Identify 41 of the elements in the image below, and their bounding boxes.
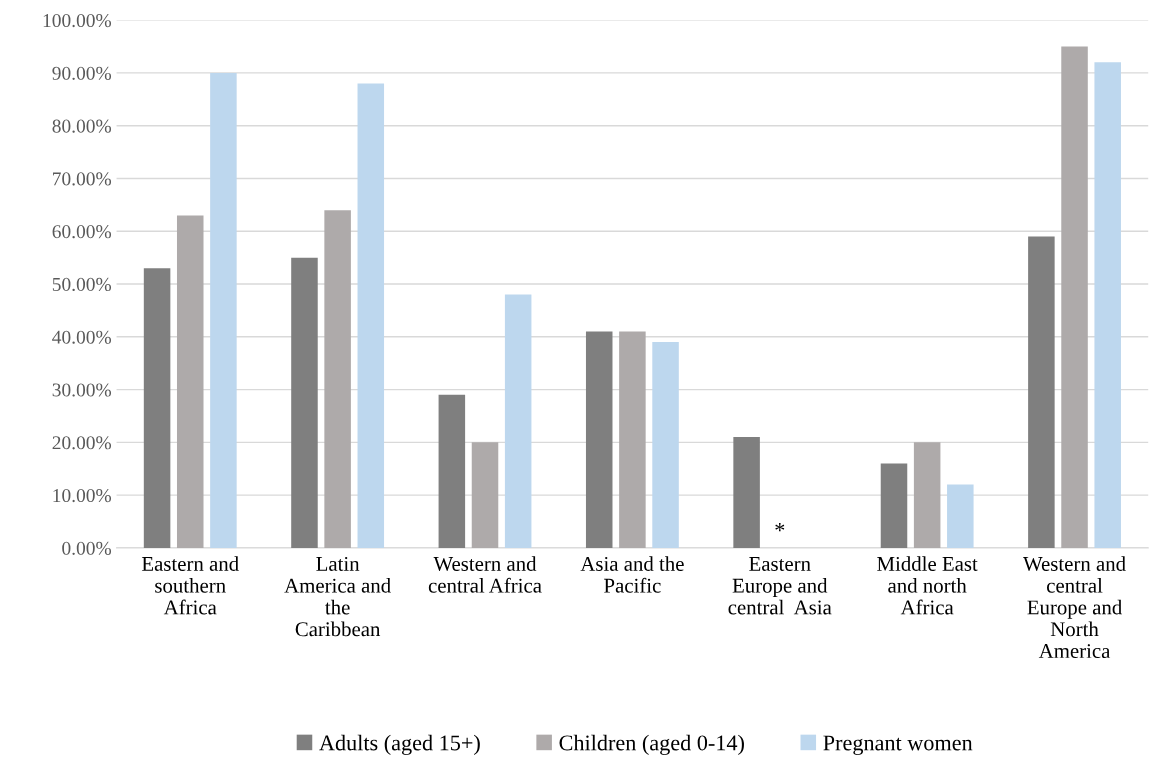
- x-tick-label: Western and central Europe and North America: [1023, 556, 1126, 659]
- y-tick-label: 50.00%: [52, 277, 112, 292]
- y-tick-label: 0.00%: [62, 541, 112, 555]
- bar: [1094, 62, 1121, 548]
- x-tick-label: Middle East and north Africa: [877, 556, 978, 615]
- y-tick-label: 30.00%: [52, 383, 112, 397]
- bar: [913, 442, 941, 548]
- bar: [324, 210, 351, 548]
- y-tick-label: 80.00%: [52, 119, 112, 133]
- bar: [1028, 236, 1055, 548]
- bar: [291, 257, 318, 548]
- x-tick-label: Eastern Europe and central Asia: [728, 557, 832, 615]
- bar: [471, 442, 499, 548]
- y-tick-label: 20.00%: [52, 436, 112, 450]
- bar: [652, 342, 679, 548]
- y-tick-label: 10.00%: [53, 488, 112, 503]
- annotation: *: [775, 523, 785, 532]
- x-tick-label: Latin America and the Caribbean: [284, 556, 391, 637]
- bar: [1061, 46, 1088, 548]
- legend-label: Adults (aged 15+): [319, 734, 480, 755]
- legend-label: Pregnant women: [823, 735, 973, 755]
- bar: [619, 331, 646, 548]
- bar: [504, 294, 532, 548]
- bar: [210, 72, 237, 548]
- y-tick-label: 70.00%: [53, 172, 112, 186]
- x-tick-label: Western and central Africa: [428, 556, 542, 593]
- bar: [585, 331, 613, 548]
- y-tick-label: 40.00%: [52, 330, 112, 344]
- y-tick-label: 60.00%: [52, 225, 112, 239]
- bar: [438, 394, 466, 548]
- x-tick-label: Eastern and southern Africa: [141, 556, 239, 615]
- y-tick-label: 100.00%: [43, 13, 112, 28]
- bar: [880, 463, 908, 548]
- y-tick-label: 90.00%: [52, 66, 112, 80]
- bar: [947, 484, 974, 548]
- bar: [143, 268, 171, 548]
- bar: [733, 437, 760, 548]
- bar: [357, 83, 385, 548]
- bar: [176, 215, 204, 548]
- legend-label: Children (aged 0-14): [559, 734, 744, 755]
- x-tick-label: Asia and the Pacific: [580, 556, 684, 593]
